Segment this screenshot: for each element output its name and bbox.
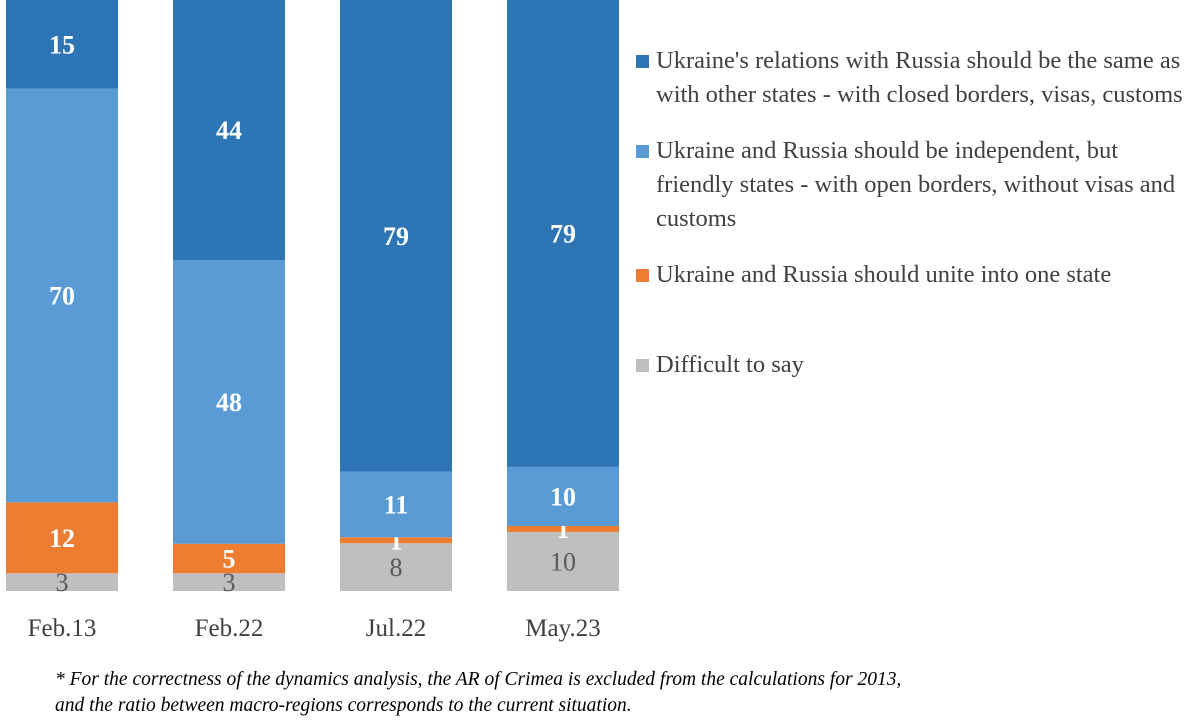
data-label: 44: [216, 116, 242, 145]
legend-swatch: [636, 145, 649, 158]
bar-segment: [340, 537, 452, 544]
footnote-line-1: * For the correctness of the dynamics an…: [55, 669, 902, 690]
legend-label: Ukraine and Russia should be independent…: [656, 137, 1176, 232]
legend-label: Difficult to say: [656, 351, 804, 378]
bar-segment: [6, 573, 118, 591]
footnote-line-2: and the ratio between macro-regions corr…: [55, 695, 632, 716]
data-label: 15: [49, 30, 75, 59]
bar-segment: [340, 543, 452, 591]
data-label: 70: [49, 282, 75, 311]
legend-swatch: [636, 359, 649, 372]
bar-segment: [340, 471, 452, 538]
data-label: 3: [223, 568, 236, 597]
bar-segment: [6, 0, 118, 89]
bar-segment: [507, 525, 619, 532]
legend-swatch: [636, 269, 649, 282]
legend-item: Ukraine's relations with Russia should b…: [636, 44, 1191, 112]
bar-segment: [507, 531, 619, 591]
legend-item: Ukraine and Russia should be independent…: [636, 134, 1191, 236]
data-label: 3: [56, 568, 69, 597]
bar-segment: [507, 466, 619, 526]
data-label: 48: [216, 388, 242, 417]
data-label: 11: [384, 490, 409, 519]
bar-segment: [6, 502, 118, 574]
legend-label: Ukraine's relations with Russia should b…: [656, 47, 1183, 108]
bar-segment: [340, 0, 452, 472]
footnote: * For the correctness of the dynamics an…: [55, 667, 901, 719]
bar-segment: [6, 88, 118, 503]
data-label: 79: [550, 219, 576, 248]
x-tick-label: Feb.13: [28, 615, 97, 642]
x-tick-label: Feb.22: [195, 615, 264, 642]
data-label: 10: [550, 547, 576, 576]
legend-swatch: [636, 55, 649, 68]
bar-segment: [173, 260, 285, 544]
bar-segment: [173, 573, 285, 591]
data-label: 5: [223, 544, 236, 573]
bar-segment: [173, 543, 285, 574]
bar-segment: [173, 0, 285, 261]
legend-item: Ukraine and Russia should unite into one…: [636, 258, 1191, 292]
x-tick-label: Jul.22: [366, 615, 426, 642]
legend-item: Difficult to say: [636, 348, 1191, 382]
bar-segment: [507, 0, 619, 467]
data-label: 10: [550, 482, 576, 511]
stacked-bar-chart: 3127015Feb.13354844Feb.22811179Jul.22101…: [6, 0, 619, 642]
data-label: 8: [390, 553, 403, 582]
data-label: 79: [383, 222, 409, 251]
legend: Ukraine's relations with Russia should b…: [636, 44, 1191, 382]
legend-label: Ukraine and Russia should unite into one…: [656, 261, 1112, 288]
data-label: 12: [49, 524, 75, 553]
x-tick-label: May.23: [525, 615, 600, 642]
